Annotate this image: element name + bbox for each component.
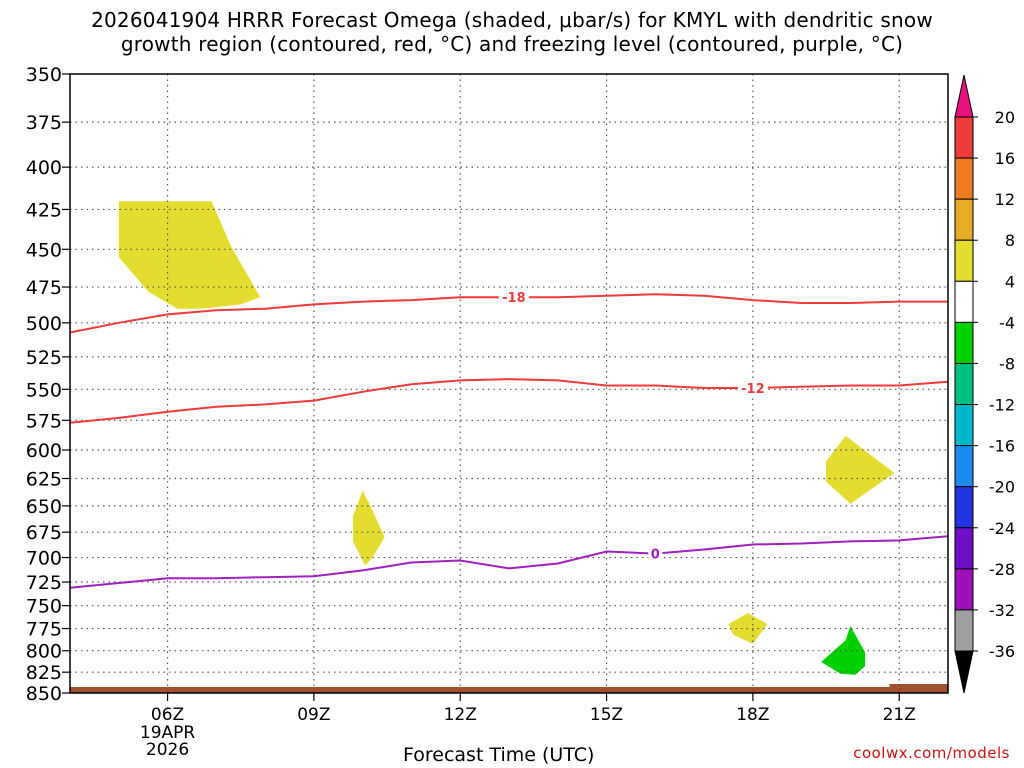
x-tick-label-06Z: 06Z xyxy=(151,705,184,725)
colorbar-label-13: -32 xyxy=(989,601,1015,620)
y-tick-label-750: 750 xyxy=(26,596,62,618)
y-tick-label-450: 450 xyxy=(26,239,62,261)
contour-lines: -18 -12 0 xyxy=(69,289,949,589)
y-tick-label-400: 400 xyxy=(26,157,62,179)
colorbar-label-2: 16 xyxy=(995,149,1015,168)
x-tick-label-18Z: 18Z xyxy=(736,705,769,725)
colorbar-box-12 xyxy=(954,568,974,611)
title-line-2: growth region (contoured, red, °C) and f… xyxy=(120,32,904,56)
omega-region-1 xyxy=(118,201,261,309)
y-tick-label-475: 475 xyxy=(26,277,62,299)
ground-strip xyxy=(70,687,948,693)
x-tick-sublabel-2: 2026 xyxy=(146,740,189,760)
contour-label-1: -18 xyxy=(502,291,526,306)
y-tick-label-825: 825 xyxy=(26,662,62,684)
y-tick-label-500: 500 xyxy=(26,313,62,335)
ground-bump xyxy=(889,684,948,688)
y-tick-label-375: 375 xyxy=(26,112,62,134)
y-tick-label-850: 850 xyxy=(26,683,62,705)
y-tick-label-725: 725 xyxy=(26,572,62,594)
x-tick-label-09Z: 09Z xyxy=(297,705,330,725)
x-tick-sublabel-1: 19APR xyxy=(140,723,196,743)
colorbar-label-7: -8 xyxy=(999,354,1015,373)
colorbar-label-10: -20 xyxy=(989,478,1015,497)
y-tick-label-700: 700 xyxy=(26,548,62,570)
plot-frame xyxy=(69,73,949,694)
title-line-1: 2026041904 HRRR Forecast Omega (shaded, … xyxy=(91,8,933,32)
colorbar-label-4: 8 xyxy=(1005,231,1015,250)
colorbar-box-10 xyxy=(954,486,974,529)
contour-label-bg-3 xyxy=(648,545,663,562)
colorbar-box-8 xyxy=(954,404,974,447)
omega-region-3 xyxy=(826,435,895,504)
y-tick-label-575: 575 xyxy=(26,410,62,432)
x-tick-label-21Z: 21Z xyxy=(883,705,916,725)
colorbar-label-6: -4 xyxy=(999,313,1015,332)
plot-border xyxy=(69,73,949,694)
y-axis: 350 375 400 425 450 475 500 525 550 575 600 625 650 6… xyxy=(26,64,70,705)
contour-label-3: 0 xyxy=(651,548,660,563)
credit-text: coolwx.com/models xyxy=(853,744,1010,762)
contour-line-2 xyxy=(69,378,949,424)
colorbar-top-triangle xyxy=(954,74,974,118)
x-tick-label-12Z: 12Z xyxy=(444,705,477,725)
contour-label-2: -12 xyxy=(741,382,765,397)
y-tick-label-800: 800 xyxy=(26,641,62,663)
colorbar-box-11 xyxy=(954,527,974,570)
colorbar-label-8: -12 xyxy=(989,396,1015,415)
y-tick-label-350: 350 xyxy=(26,64,62,86)
colorbar-box-1 xyxy=(954,116,974,159)
omega-shaded-regions xyxy=(118,201,895,675)
x-tick-label-15Z: 15Z xyxy=(590,705,623,725)
contour-line-3 xyxy=(69,535,949,589)
colorbar-box-13 xyxy=(954,609,974,652)
colorbar-label-3: 12 xyxy=(995,190,1015,209)
colorbar-box-5 xyxy=(954,280,974,323)
omega-region-2 xyxy=(352,490,385,566)
y-tick-label-675: 675 xyxy=(26,522,62,544)
x-axis-label: Forecast Time (UTC) xyxy=(403,744,595,766)
y-tick-label-650: 650 xyxy=(26,496,62,518)
colorbar-label-12: -28 xyxy=(989,560,1015,579)
colorbar-box-4 xyxy=(954,239,974,282)
colorbar-label-14: -36 xyxy=(989,642,1015,661)
colorbar-label-11: -24 xyxy=(989,519,1015,538)
colorbar-box-7 xyxy=(954,362,974,406)
contour-label-bg-1 xyxy=(498,289,529,306)
colorbar-box-2 xyxy=(954,157,974,200)
grid-lines xyxy=(70,74,948,693)
contour-label-bg-2 xyxy=(737,380,768,397)
y-tick-label-625: 625 xyxy=(26,468,62,490)
chart-title: 2026041904 HRRR Forecast Omega (shaded, … xyxy=(0,8,1024,56)
colorbar-bottom-triangle xyxy=(954,650,974,694)
y-tick-label-425: 425 xyxy=(26,199,62,221)
y-tick-label-600: 600 xyxy=(26,440,62,462)
y-tick-label-525: 525 xyxy=(26,347,62,369)
y-tick-label-550: 550 xyxy=(26,379,62,401)
colorbar-box-9 xyxy=(954,445,974,488)
ground-layer xyxy=(70,684,948,693)
colorbar-label-9: -16 xyxy=(989,437,1015,456)
omega-region-5 xyxy=(821,625,866,675)
colorbar: 20 16 12 8 4 -4 -8 -12 -16 -20 -24 -28 -32 -36 xyxy=(954,74,1015,694)
colorbar-box-6 xyxy=(954,321,974,364)
colorbar-label-5: 4 xyxy=(1005,272,1015,291)
colorbar-label-1: 20 xyxy=(995,108,1015,127)
y-tick-label-775: 775 xyxy=(26,619,62,641)
colorbar-box-3 xyxy=(954,198,974,241)
